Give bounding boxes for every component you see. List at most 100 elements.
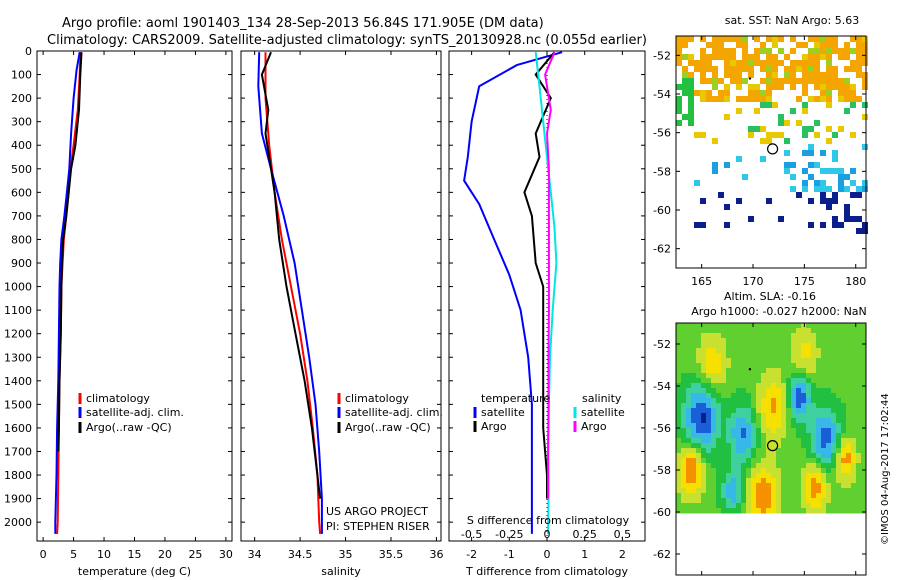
sla-pixel: [696, 473, 702, 479]
sla-pixel: [686, 428, 692, 434]
sla-pixel: [701, 363, 707, 369]
sst-pixel: [862, 186, 868, 192]
sla-pixel: [751, 488, 757, 494]
sla-pixel: [781, 483, 787, 489]
sst-pixel: [766, 84, 772, 90]
sst-pixel: [832, 84, 838, 90]
sla-pixel: [811, 418, 817, 424]
sla-pixel: [831, 408, 837, 414]
sst-pixel: [796, 60, 802, 66]
sla-pixel: [851, 463, 857, 469]
x-tick-label: 170: [743, 275, 764, 288]
sla-pixel: [856, 348, 862, 354]
sst-pixel: [808, 60, 814, 66]
sla-pixel: [681, 483, 687, 489]
sla-pixel: [791, 478, 797, 484]
legend-label: satellite: [481, 406, 525, 419]
sst-pixel: [856, 42, 862, 48]
sla-pixel: [806, 428, 812, 434]
sla-pixel: [711, 478, 717, 484]
sla-pixel: [716, 493, 722, 499]
sla-pixel: [836, 463, 842, 469]
sst-pixel: [676, 48, 682, 54]
sst-pixel: [844, 84, 850, 90]
sla-pixel: [751, 453, 757, 459]
sla-pixel: [831, 458, 837, 464]
sla-pixel: [796, 478, 802, 484]
sla-pixel: [801, 443, 807, 449]
sla-pixel: [711, 483, 717, 489]
sst-pixel: [814, 96, 820, 102]
sst-pixel: [694, 222, 700, 228]
sla-pixel: [856, 353, 862, 359]
sla-pixel: [831, 413, 837, 419]
sst-pixel: [796, 42, 802, 48]
sla-pixel: [726, 508, 732, 514]
sla-pixel: [716, 378, 722, 384]
sla-pixel: [781, 338, 787, 344]
sla-pixel: [851, 483, 857, 489]
sst-pixel: [826, 126, 832, 132]
sla-pixel: [696, 478, 702, 484]
sst-pixel: [856, 72, 862, 78]
sst-pixel: [808, 54, 814, 60]
sla-pixel: [736, 478, 742, 484]
sla-pixel: [811, 438, 817, 444]
sla-pixel: [681, 413, 687, 419]
sla-pixel: [786, 458, 792, 464]
sla-pixel: [696, 438, 702, 444]
sla-pixel: [766, 478, 772, 484]
sla-pixel: [851, 493, 857, 499]
sla-pixel: [821, 378, 827, 384]
sla-pixel: [806, 343, 812, 349]
sla-pixel: [716, 473, 722, 479]
sla-pixel: [786, 388, 792, 394]
sla-pixel: [831, 483, 837, 489]
sla-pixel: [746, 423, 752, 429]
sst-pixel: [742, 174, 748, 180]
map-title: sat. SST: NaN Argo: 5.63: [725, 14, 859, 27]
sla-pixel: [776, 458, 782, 464]
sla-pixel: [766, 438, 772, 444]
sla-pixel: [691, 393, 697, 399]
sla-pixel: [766, 498, 772, 504]
sla-pixel: [806, 373, 812, 379]
sla-pixel: [756, 333, 762, 339]
sst-pixel: [772, 54, 778, 60]
sla-pixel: [811, 338, 817, 344]
sla-pixel: [821, 398, 827, 404]
sla-pixel: [861, 348, 867, 354]
sla-pixel: [846, 483, 852, 489]
sla-pixel: [791, 343, 797, 349]
sla-pixel: [771, 508, 777, 514]
sla-pixel: [701, 473, 707, 479]
sla-pixel: [701, 418, 707, 424]
sla-pixel: [766, 343, 772, 349]
sla-pixel: [711, 358, 717, 364]
sst-pixel: [778, 60, 784, 66]
sla-pixel: [791, 473, 797, 479]
sla-pixel: [786, 483, 792, 489]
sla-pixel: [856, 413, 862, 419]
sst-pixel: [856, 60, 862, 66]
sst-pixel: [832, 42, 838, 48]
sla-pixel: [816, 488, 822, 494]
sla-pixel: [741, 408, 747, 414]
sla-pixel: [781, 363, 787, 369]
x-tick-label: 15: [128, 548, 142, 561]
sla-pixel: [691, 448, 697, 454]
sla-pixel: [846, 328, 852, 334]
sla-pixel: [726, 503, 732, 509]
sla-pixel: [771, 493, 777, 499]
sla-pixel: [796, 348, 802, 354]
sla-pixel: [846, 443, 852, 449]
sst-pixel: [748, 84, 754, 90]
sla-pixel: [691, 333, 697, 339]
sla-pixel: [691, 433, 697, 439]
sla-pixel: [736, 403, 742, 409]
sla-pixel: [761, 443, 767, 449]
sla-pixel: [831, 333, 837, 339]
sla-pixel: [716, 443, 722, 449]
sst-pixel: [844, 90, 850, 96]
sla-pixel: [761, 433, 767, 439]
